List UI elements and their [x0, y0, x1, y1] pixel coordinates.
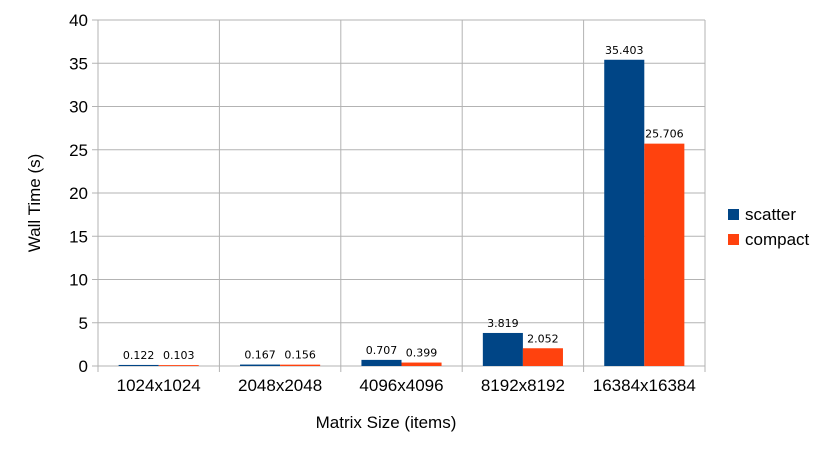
legend: scatter compact [728, 205, 810, 249]
data-label: 3.819 [487, 317, 519, 330]
y-tick-label: 5 [79, 314, 88, 333]
legend-label-compact: compact [745, 230, 810, 249]
y-axis-title: Wall Time (s) [25, 154, 44, 253]
y-tick-label: 15 [69, 227, 88, 246]
y-tick-label: 0 [79, 357, 88, 376]
data-label: 2.052 [527, 332, 559, 345]
data-label: 0.103 [163, 349, 195, 362]
bar-scatter [361, 359, 402, 366]
x-axis-title: Matrix Size (items) [316, 413, 457, 432]
data-label: 0.399 [406, 347, 438, 360]
x-tick-label: 1024x1024 [117, 376, 201, 395]
y-tick-label: 40 [69, 11, 88, 30]
bar-scatter [482, 332, 523, 366]
bar-scatter [240, 364, 281, 366]
bar-compact [644, 143, 685, 366]
bar-scatter [604, 59, 645, 367]
data-label: 25.706 [645, 128, 684, 141]
data-label: 0.156 [284, 349, 316, 362]
x-tick-label: 16384x16384 [593, 376, 696, 395]
data-label: 35.403 [605, 44, 644, 57]
legend-swatch-compact [728, 234, 739, 245]
bar-compact [158, 365, 199, 366]
bars [118, 59, 685, 367]
bar-compact [401, 362, 442, 366]
legend-label-scatter: scatter [745, 205, 796, 224]
y-tick-label: 25 [69, 141, 88, 160]
data-label: 0.707 [366, 344, 398, 357]
x-tick-label: 8192x8192 [481, 376, 565, 395]
y-axis-ticks: 0 5 10 15 20 25 30 35 40 [69, 11, 88, 376]
x-tick-label: 4096x4096 [359, 376, 443, 395]
data-label: 0.167 [244, 349, 276, 362]
y-tick-label: 35 [69, 54, 88, 73]
x-axis-ticks: 1024x1024 2048x2048 4096x4096 8192x8192 1638… [117, 376, 696, 395]
data-labels: 0.122 0.167 0.707 3.819 35.403 0.103 0.156 0.39… [123, 44, 684, 362]
x-tick-label: 2048x2048 [238, 376, 322, 395]
y-tick-label: 20 [69, 184, 88, 203]
bar-compact [522, 348, 563, 366]
data-label: 0.122 [123, 349, 155, 362]
bar-compact [280, 364, 321, 366]
y-tick-label: 10 [69, 271, 88, 290]
legend-swatch-scatter [728, 209, 739, 220]
bar-scatter [118, 364, 159, 366]
y-tick-label: 30 [69, 98, 88, 117]
